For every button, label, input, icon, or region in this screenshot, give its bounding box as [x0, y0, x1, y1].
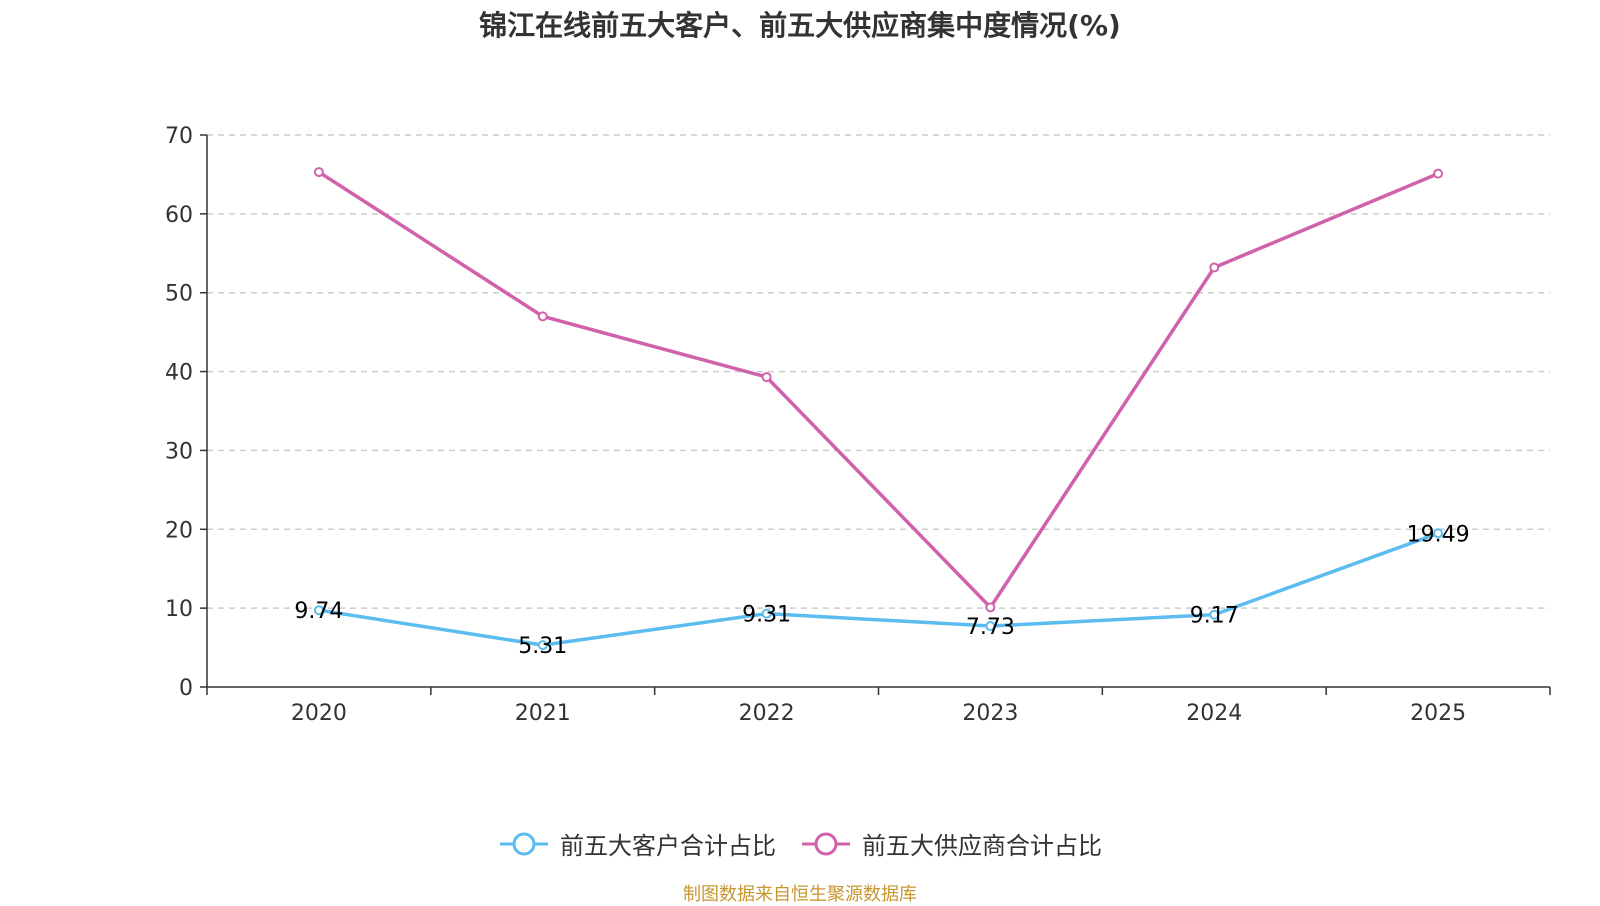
- series-1-point-2023: [985, 602, 996, 613]
- y-tick-label-10: 10: [165, 597, 193, 622]
- x-tick-label-2023: 2023: [962, 701, 1018, 726]
- series-1-point-2021: [537, 311, 548, 322]
- legend-customers-marker-icon: [500, 832, 548, 855]
- legend-suppliers-label: 前五大供应商合计占比: [862, 832, 1102, 860]
- x-tick-label-2022: 2022: [739, 701, 795, 726]
- y-tick-label-20: 20: [165, 518, 193, 543]
- legend-item-suppliers[interactable]: 前五大供应商合计占比: [800, 826, 1102, 861]
- series-0-point-2023: [985, 621, 996, 632]
- series-0-label-2024: 9.17: [1190, 604, 1239, 629]
- series-0-label-2021: 5.31: [518, 634, 567, 659]
- series-1-point-2025: [1433, 168, 1444, 179]
- series-line-1: [317, 170, 1439, 610]
- legend-customers-label: 前五大客户合计占比: [560, 832, 776, 860]
- series-0-point-2022: [761, 608, 772, 619]
- source-note: 制图数据来自恒生聚源数据库: [683, 884, 917, 905]
- series-0-point-2020: [313, 605, 324, 616]
- series-0-label-2022: 9.31: [742, 603, 791, 628]
- x-tick-label-2025: 2025: [1410, 701, 1466, 726]
- y-tick-label-50: 50: [165, 282, 193, 307]
- series-line-0: [318, 531, 1439, 647]
- series-0-label-2023: 7.73: [966, 615, 1015, 640]
- series-1-point-2020: [313, 167, 324, 178]
- legend: 前五大客户合计占比 前五大供应商合计占比: [0, 826, 1600, 861]
- series-0-label-2020: 9.74: [294, 599, 343, 624]
- series-0-point-2021: [537, 640, 548, 651]
- series-0-point-2025: [1433, 528, 1444, 539]
- legend-item-customers[interactable]: 前五大客户合计占比: [498, 826, 776, 861]
- series-0-point-2024: [1209, 609, 1220, 620]
- x-tick-label-2021: 2021: [515, 701, 571, 726]
- series-1-point-2022: [761, 372, 772, 383]
- y-tick-label-60: 60: [165, 203, 193, 228]
- x-tick-label-2020: 2020: [291, 701, 347, 726]
- y-tick-label-40: 40: [165, 361, 193, 386]
- chart-title: 锦江在线前五大客户、前五大供应商集中度情况(%): [479, 9, 1121, 42]
- y-tick-label-0: 0: [179, 676, 193, 701]
- x-tick-label-2024: 2024: [1186, 701, 1242, 726]
- series-0-label-2025: 19.49: [1407, 522, 1470, 547]
- legend-suppliers-marker-icon: [802, 832, 850, 855]
- y-tick-label-70: 70: [165, 124, 193, 149]
- y-tick-label-30: 30: [165, 439, 193, 464]
- series-1-point-2024: [1209, 262, 1220, 273]
